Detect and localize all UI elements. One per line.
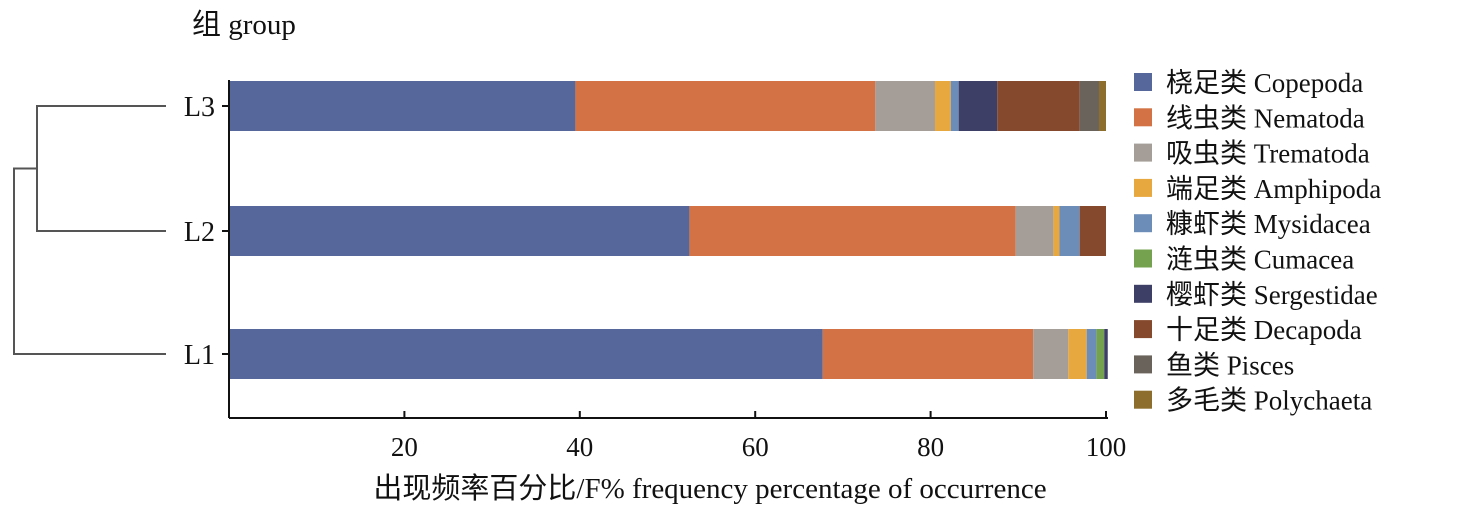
bar-segment-L1-2 [1033,329,1069,379]
bar-segment-L1-4 [1086,329,1097,379]
bar-segment-L1-6 [1104,329,1108,379]
legend-item: 鱼类 Pisces [1134,350,1294,380]
bar-segment-L2-2 [1015,206,1054,256]
x-tick-label: 100 [1086,432,1127,462]
x-tick-label: 80 [917,432,944,462]
y-axis-label: 组 group [192,8,296,41]
bar-segment-L3-8 [1079,81,1099,131]
legend-item: 多毛类 Polychaeta [1134,386,1372,416]
x-tick-label: 20 [391,432,418,462]
legend-swatch [1134,73,1152,91]
legend-swatch [1134,178,1152,197]
legend-label: 桡足类 Copepoda [1166,68,1363,98]
legend-swatch [1134,284,1152,303]
x-tick-label: 60 [742,432,769,462]
bar-segment-L3-1 [575,81,876,131]
x-tick-label: 40 [566,432,593,462]
legend-item: 糠虾类 Mysidacea [1134,209,1371,239]
x-tick-labels: 20 40 60 80 100 [391,432,1126,462]
legend-label: 吸虫类 Trematoda [1166,139,1370,169]
bar-segment-L3-4 [950,81,959,131]
bar-segment-L3-6 [958,81,998,131]
bar-segment-L3-7 [997,81,1080,131]
legend-item: 端足类 Amphipoda [1134,174,1381,204]
bar-segment-L1-3 [1068,329,1087,379]
legend-swatch [1134,249,1152,268]
bar-segment-L2-1 [689,206,1016,256]
bar-segment-L2-3 [1053,206,1060,256]
bar-segment-L3-0 [229,81,576,131]
legend-item: 涟虫类 Cumacea [1134,245,1354,275]
legend-item: 十足类 Decapoda [1134,315,1362,345]
legend-label: 多毛类 Polychaeta [1166,386,1372,416]
category-label-L2: L2 [184,217,215,248]
legend-item: 线虫类 Nematoda [1134,103,1365,133]
legend-swatch [1134,143,1152,162]
category-label-L1: L1 [184,340,215,371]
legend-swatch [1134,320,1152,339]
bar-segment-L2-4 [1059,206,1080,256]
bar-segment-L2-7 [1079,206,1106,256]
bar-segment-L1-1 [822,329,1034,379]
dendrogram-inner-link [36,105,166,232]
legend-label: 糠虾类 Mysidacea [1166,209,1371,239]
legend-swatch [1134,355,1152,374]
bar-segment-L1-0 [229,329,823,379]
bar-segment-L1-5 [1096,329,1105,379]
legend-label: 端足类 Amphipoda [1166,174,1381,204]
bar-segment-L3-3 [934,81,951,131]
dendrogram [13,105,166,355]
axes [222,80,1108,419]
legend-item: 樱虾类 Sergestidae [1134,280,1378,310]
legend-label: 樱虾类 Sergestidae [1166,280,1378,310]
x-axis-label: 出现频率百分比/F% frequency percentage of occur… [373,472,1046,505]
legend-label: 线虫类 Nematoda [1166,103,1365,133]
bar-segment-L2-0 [229,206,690,256]
legend-item: 桡足类 Copepoda [1134,68,1363,98]
category-labels: L3 L2 L1 [184,92,215,371]
legend-label: 鱼类 Pisces [1166,350,1294,380]
legend-swatch [1134,390,1152,409]
legend-label: 十足类 Decapoda [1166,315,1362,345]
category-label-L3: L3 [184,92,215,123]
legend-item: 吸虫类 Trematoda [1134,139,1370,169]
dendrogram-outer-link [13,167,166,355]
bars [229,81,1108,379]
bar-segment-L3-2 [875,81,935,131]
bar-segment-L3-9 [1098,81,1106,131]
legend-label: 涟虫类 Cumacea [1166,245,1354,275]
legend-swatch [1134,108,1152,127]
legend-swatch [1134,214,1152,233]
legend: 桡足类 Copepoda 线虫类 Nematoda 吸虫类 Trematoda 端足类… [1134,68,1381,416]
